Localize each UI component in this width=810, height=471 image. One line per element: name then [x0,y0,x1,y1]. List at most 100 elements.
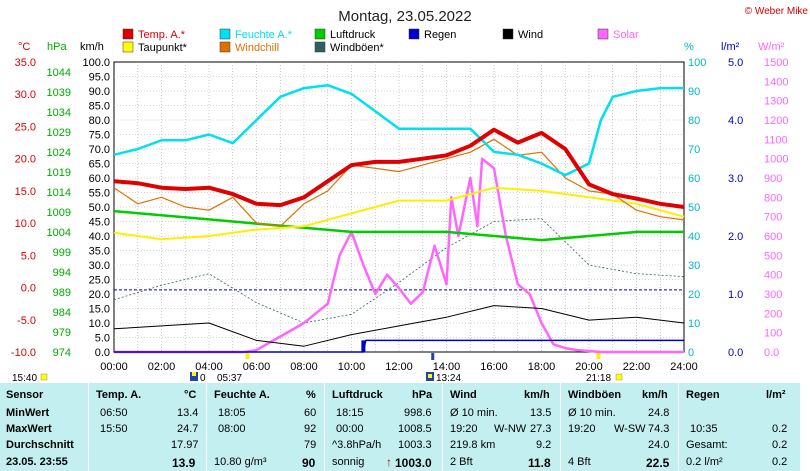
wind-tick-label: 65.0 [89,159,110,171]
rain-bar [361,340,366,352]
rain-tick-label: 1.0 [728,289,743,301]
pressure-trend-arrow-icon: ↑ [386,455,392,469]
time-tick-label: 24:00 [670,361,698,373]
min-wind-value: 13.5 [530,407,552,419]
hdr-gust-unit: km/h [642,389,668,401]
wind-tick-label: 100.0 [82,57,110,69]
min-wind-time: Ø 10 min. [450,407,498,419]
row-max-label: MaxWert [6,423,52,435]
hum-tick-label: 20 [688,289,700,301]
press-tick-label: 989 [53,287,71,299]
legend-label: Temp. A.* [138,29,186,41]
temp-unit-label: °C [18,41,30,53]
avg-wind-value: 9.2 [536,439,552,451]
temp-tick-label: 10.0 [15,218,36,230]
min-temp-value: 13.4 [177,407,199,419]
cur-wind-bft: 2 Bft [450,456,473,468]
wind-tick-label: 50.0 [89,202,110,214]
hum-tick-label: 0 [688,347,694,359]
solar-tick-label: 500 [764,250,782,262]
time-tick-label: 10:00 [338,361,366,373]
rain-tick-label: 4.0 [728,115,743,127]
wind-tick-label: 70.0 [89,144,110,156]
temp-tick-label: 20.0 [15,154,36,166]
row-avg-label: Durchschnitt [6,439,74,451]
rain-tick-label: 0.0 [728,347,743,359]
sunset-time: 21:18 [586,373,611,383]
hdr-hum: Feuchte A. [214,389,270,401]
wind-tick-label: 45.0 [89,217,110,229]
wind-tick-label: 90.0 [89,86,110,98]
legend-label: Luftdruck [330,29,376,41]
max-rain-value: 0.2 [772,423,788,435]
temp-tick-label: 35.0 [15,57,36,69]
time-tick-label: 14:00 [433,361,461,373]
press-tick-label: 999 [53,247,71,259]
avg-press-trend: ^3.8hPa/h [332,439,382,451]
legend-swatch [408,28,420,40]
press-tick-label: 984 [53,307,71,319]
series-luftdruck-line [113,209,684,242]
avg-rain-label: Gesamt: [686,439,728,451]
hdr-hum-unit: % [306,389,316,401]
solar-tick-label: 800 [764,192,782,204]
time-tick-label: 20:00 [575,361,603,373]
sunrise-prefix: 0 [200,373,206,383]
hdr-temp: Temp. A. [96,389,142,401]
time-tick-label: 04:00 [195,361,223,373]
max-gust-value: 74.3 [648,423,670,435]
min-temp-time: 06:50 [100,407,128,419]
legend-label: Windchill [235,42,279,54]
max-press-time: 00:00 [336,423,364,435]
press-tick-label: 979 [53,327,71,339]
avg-temp-value: 17.97 [171,439,199,451]
cur-gust-value: 22.5 [646,456,670,470]
hdr-press: Luftdruck [332,389,383,401]
temp-tick-label: 25.0 [15,121,36,133]
hum-tick-label: 90 [688,86,700,98]
solar-tick-label: 1200 [764,115,788,127]
avg-press-value: 1003.3 [398,439,432,451]
wind-tick-label: 80.0 [89,115,110,127]
wind-tick-label: 30.0 [89,260,110,272]
series-wind-line [113,305,685,347]
solar-tick-label: 100 [764,328,782,340]
time-tick-label: 00:00 [100,361,128,373]
sunrise-time: 05:37 [217,373,242,383]
time-tick-label: 12:00 [385,361,413,373]
legend-label: Solar [613,29,639,41]
hum-tick-label: 50 [688,202,700,214]
legend-swatch [122,28,134,40]
wind-tick-label: 0.0 [95,347,110,359]
hum-tick-label: 30 [688,260,700,272]
hdr-gust: Windböen [568,389,622,401]
press-tick-label: 1029 [47,127,71,139]
wind-tick-label: 75.0 [89,130,110,142]
legend-swatch [219,41,231,53]
hum-tick-label: 60 [688,173,700,185]
rain-unit-label: l/m² [721,41,740,53]
temp-tick-label: -10.0 [11,347,36,359]
wind-tick-label: 35.0 [89,246,110,258]
cur-gust-bft: 4 Bft [568,456,591,468]
avg-hum-value: 79 [304,439,317,451]
press-tick-label: 994 [53,267,71,279]
avg-gust-value: 24.0 [648,439,670,451]
temp-tick-label: 0.0 [21,283,36,295]
time-tick-label: 06:00 [243,361,271,373]
series-solar-line [114,157,684,354]
max-wind-dir: W-NW [494,423,527,435]
max-wind-value: 27.3 [530,423,552,435]
solar-tick-label: 1300 [764,96,788,108]
hdr-temp-unit: °C [184,389,197,401]
rain-tick-label: 5.0 [728,57,743,69]
press-tick-label: 1014 [47,187,71,199]
max-press-value: 1008.5 [398,423,432,435]
series-taupunkt-line [113,186,685,241]
press-tick-label: 1039 [47,87,71,99]
time-tick-label: 08:00 [290,361,318,373]
max-temp-time: 15:50 [100,423,128,435]
row-current-label: 23.05. 23:55 [6,456,68,468]
min-gust-value: 24.8 [648,407,670,419]
legend-swatch [219,28,231,40]
